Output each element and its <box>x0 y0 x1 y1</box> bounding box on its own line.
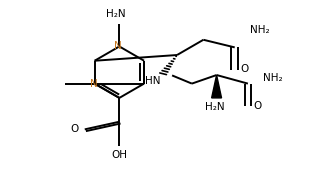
Text: H₂N: H₂N <box>106 9 126 19</box>
Text: OH: OH <box>111 150 127 160</box>
Text: H₂N: H₂N <box>205 102 225 112</box>
Text: HN: HN <box>145 76 161 86</box>
Polygon shape <box>212 75 221 98</box>
Text: NH₂: NH₂ <box>250 25 269 35</box>
Text: O: O <box>253 101 261 111</box>
Text: N: N <box>90 79 98 89</box>
Text: O: O <box>71 124 79 134</box>
Text: N: N <box>115 41 122 51</box>
Text: O: O <box>240 64 248 74</box>
Text: NH₂: NH₂ <box>263 73 282 83</box>
